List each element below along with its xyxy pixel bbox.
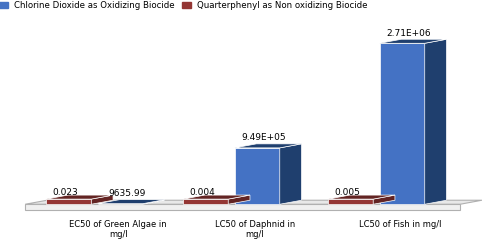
Polygon shape xyxy=(46,195,113,199)
Polygon shape xyxy=(183,195,250,199)
Text: LC50 of Daphnid in
mg/l: LC50 of Daphnid in mg/l xyxy=(215,220,295,239)
Polygon shape xyxy=(234,148,280,204)
Text: 9.49E+05: 9.49E+05 xyxy=(242,133,286,142)
Text: EC50 of Green Algae in
mg/l: EC50 of Green Algae in mg/l xyxy=(70,220,167,239)
Polygon shape xyxy=(143,200,165,204)
Text: LC50 of Fish in mg/l: LC50 of Fish in mg/l xyxy=(359,220,442,229)
Polygon shape xyxy=(328,199,373,204)
Text: 9635.99: 9635.99 xyxy=(108,189,146,198)
Polygon shape xyxy=(92,195,113,204)
Polygon shape xyxy=(328,195,395,199)
Polygon shape xyxy=(46,199,92,204)
Text: 0.004: 0.004 xyxy=(190,189,216,197)
Polygon shape xyxy=(424,39,446,204)
Polygon shape xyxy=(25,200,482,204)
Polygon shape xyxy=(228,195,250,204)
Polygon shape xyxy=(234,144,302,148)
Text: 0.005: 0.005 xyxy=(334,189,360,197)
Legend: Chlorine Dioxide as Oxidizing Biocide, Quarterphenyl as Non oxidizing Biocide: Chlorine Dioxide as Oxidizing Biocide, Q… xyxy=(0,1,368,10)
Polygon shape xyxy=(98,200,164,204)
Polygon shape xyxy=(280,144,301,204)
Polygon shape xyxy=(183,199,228,204)
Text: 0.023: 0.023 xyxy=(52,189,78,197)
Polygon shape xyxy=(380,43,424,204)
Polygon shape xyxy=(25,204,460,210)
Polygon shape xyxy=(380,39,446,43)
Text: 2.71E+06: 2.71E+06 xyxy=(386,29,431,38)
Polygon shape xyxy=(373,195,395,204)
